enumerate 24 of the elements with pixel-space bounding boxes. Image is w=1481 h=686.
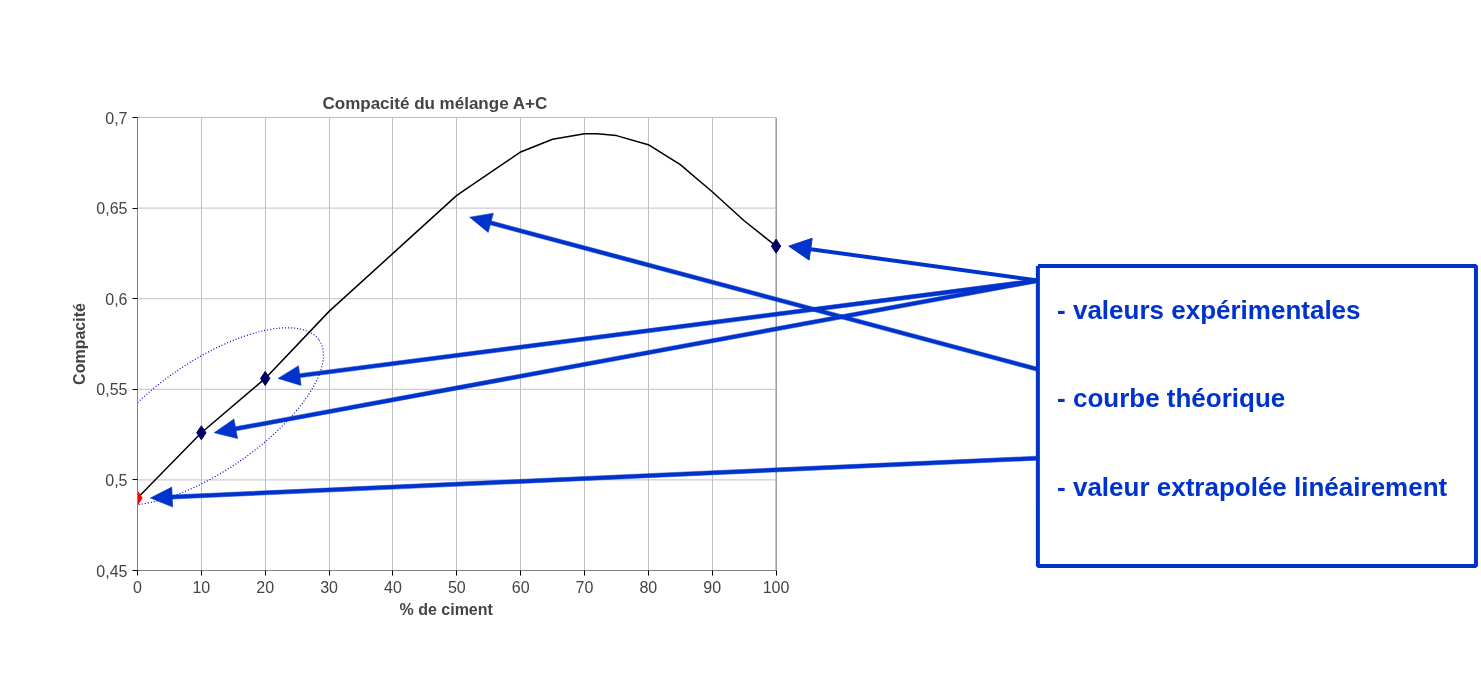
y-tick-label: 0,7 xyxy=(105,109,128,127)
x-tick-label: 20 xyxy=(256,578,275,596)
y-tick-label: 0,55 xyxy=(96,381,128,399)
x-tick-label: 50 xyxy=(447,578,466,596)
x-tick-label: 10 xyxy=(192,578,211,596)
y-tick-label: 0,65 xyxy=(96,200,128,218)
text: - valeur extrapolée linéairement xyxy=(1057,472,1448,503)
chart-title: Compacité du mélange A+C xyxy=(322,93,548,113)
x-tick-label: 80 xyxy=(639,578,658,596)
y-tick-label: 0,45 xyxy=(96,562,128,580)
text: - valeurs expérimentales xyxy=(1057,294,1361,325)
y-tick-label: 0,5 xyxy=(105,471,128,489)
y-tick-label: 0,6 xyxy=(105,290,128,308)
text: - courbe théorique xyxy=(1057,383,1286,414)
x-axis-title: % de ciment xyxy=(399,600,494,618)
x-tick-label: 60 xyxy=(511,578,530,596)
x-tick-label: 0 xyxy=(133,578,143,596)
x-tick-label: 30 xyxy=(320,578,339,596)
x-tick-label: 100 xyxy=(762,578,790,596)
x-tick-label: 90 xyxy=(703,578,722,596)
x-tick-label: 40 xyxy=(384,578,402,596)
y-axis-title: Compacité xyxy=(71,303,89,385)
x-tick-label: 70 xyxy=(575,578,594,596)
point xyxy=(770,238,782,254)
